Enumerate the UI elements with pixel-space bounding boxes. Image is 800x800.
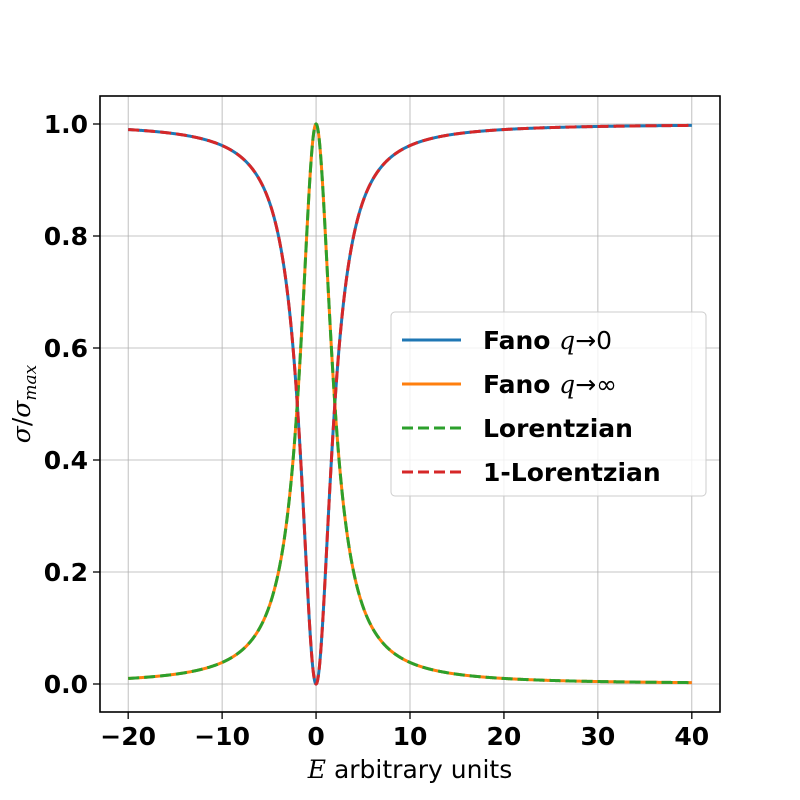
y-tick-label: 0.2 (44, 558, 88, 587)
x-tick-label: 20 (487, 722, 522, 751)
x-tick-label: 40 (674, 722, 709, 751)
x-axis-label: E arbitrary units (307, 755, 513, 784)
y-tick-label: 0.8 (44, 222, 88, 251)
legend-label-one-minus-lorentzian: 1-Lorentzian (483, 458, 661, 487)
legend-label-fano-q0: Fano q→0 (483, 326, 612, 355)
y-tick-label: 1.0 (44, 110, 88, 139)
y-axis-ticks: 0.0 0.2 0.4 0.6 0.8 1.0 (44, 110, 100, 699)
legend-box (390, 311, 707, 497)
series-line-lorentzian (128, 122, 692, 685)
legend-label-fano-qinf: Fano q→∞ (483, 370, 617, 399)
x-tick-label: 30 (580, 722, 615, 751)
x-axis-ticks: −20 −10 0 10 20 30 40 (100, 712, 709, 751)
y-tick-label: 0.4 (44, 446, 88, 475)
x-tick-label: −10 (194, 722, 250, 751)
x-tick-label: 0 (307, 722, 324, 751)
y-tick-label: 0.0 (44, 670, 88, 699)
series-lines (128, 122, 692, 686)
x-tick-label: 10 (393, 722, 428, 751)
y-tick-label: 0.6 (44, 334, 88, 363)
legend: Fano q→0 Fano q→∞ Lorentzian 1-Lorentzian (390, 311, 707, 497)
legend-label-lorentzian: Lorentzian (483, 414, 633, 443)
y-axis-label: σ/σmax (7, 364, 41, 443)
x-tick-label: −20 (100, 722, 156, 751)
series-line-one-minus-lorentzian (128, 123, 692, 686)
